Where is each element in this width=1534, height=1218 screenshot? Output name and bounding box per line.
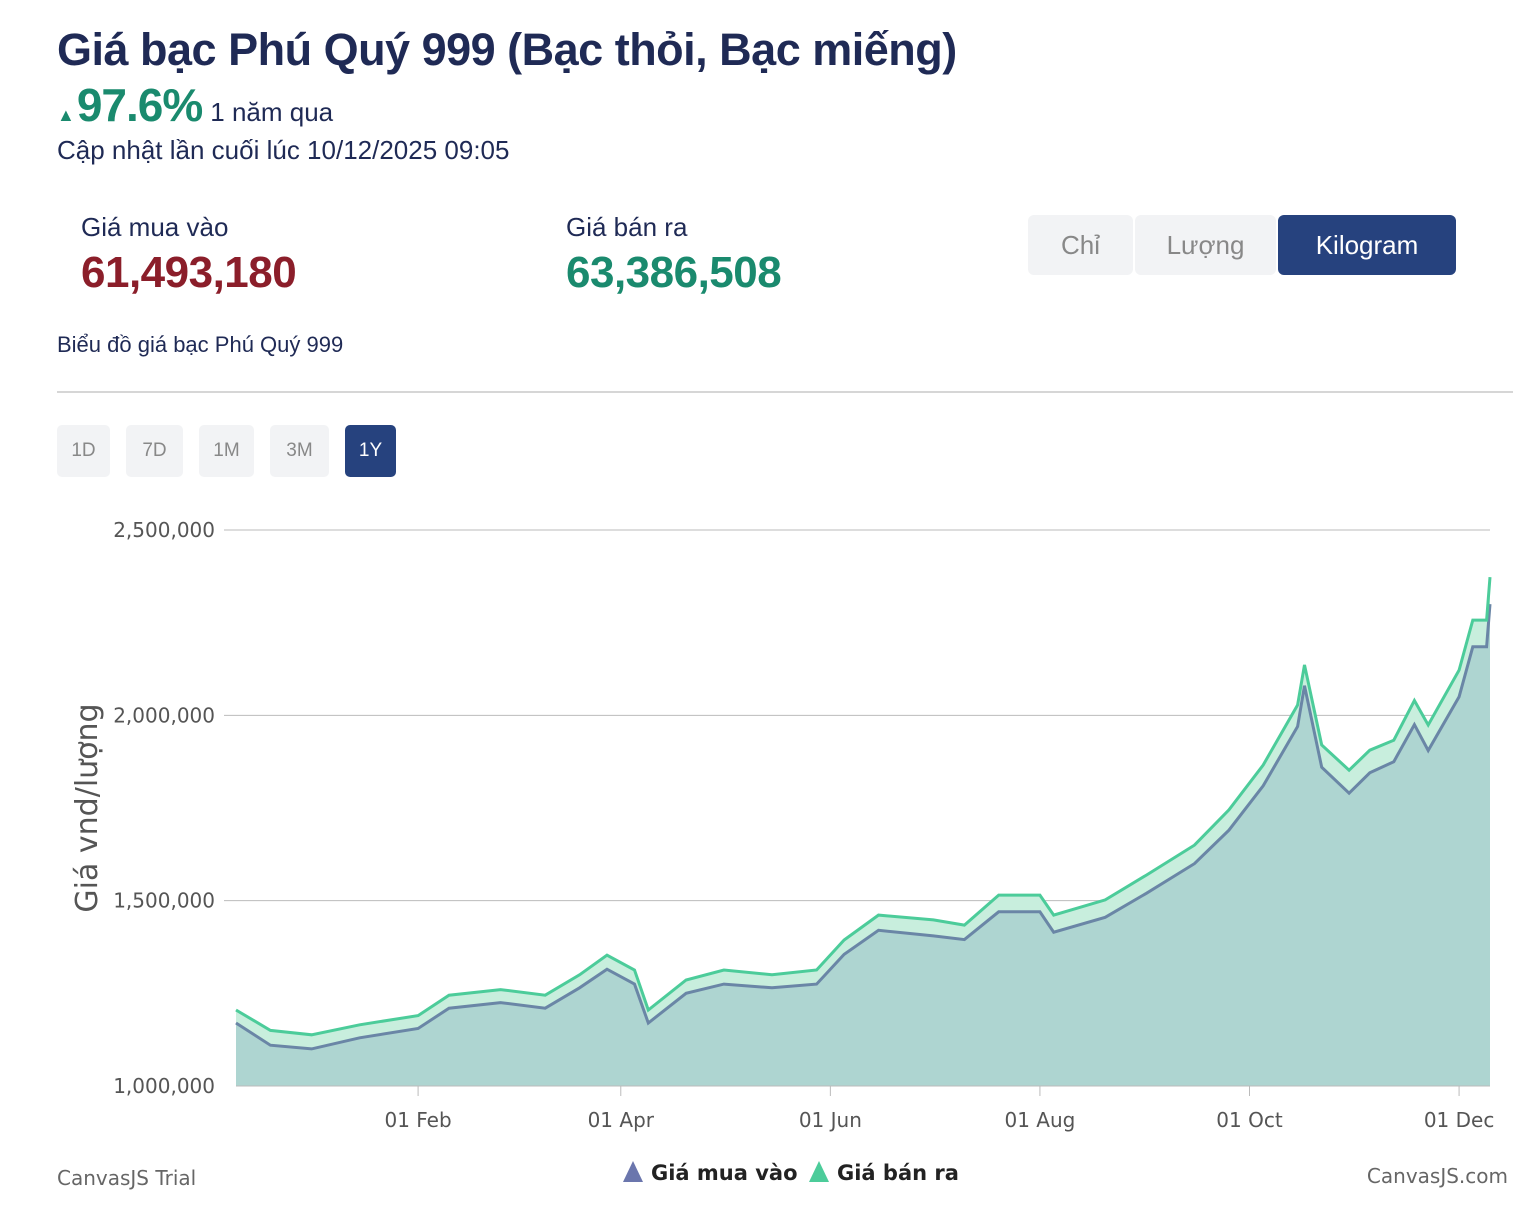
range-1d-button[interactable]: 1D: [57, 425, 110, 477]
change-period: 1 năm qua: [210, 97, 334, 127]
unit-luong-button[interactable]: Lượng: [1135, 215, 1276, 275]
x-tick-label: 01 Jun: [799, 1108, 862, 1132]
sell-label: Giá bán ra: [566, 212, 688, 242]
last-updated: Cập nhật lần cuối lúc 10/12/2025 09:05: [57, 135, 510, 165]
change-percent: 97.6%: [76, 79, 203, 131]
buy-value: 61,493,180: [81, 248, 297, 297]
y-tick-label: 1,000,000: [113, 1074, 215, 1098]
x-tick-label: 01 Oct: [1216, 1108, 1283, 1132]
range-7d-button[interactable]: 7D: [126, 425, 183, 477]
y-tick-label: 1,500,000: [113, 889, 215, 913]
legend-sell-icon: [809, 1161, 829, 1182]
page-title: Giá bạc Phú Quý 999 (Bạc thỏi, Bạc miếng…: [57, 24, 957, 75]
range-1y-button[interactable]: 1Y: [345, 425, 396, 477]
chart-subtitle: Biểu đồ giá bạc Phú Quý 999: [57, 332, 344, 357]
x-tick-label: 01 Feb: [384, 1108, 451, 1132]
x-tick-label: 01 Aug: [1005, 1108, 1076, 1132]
change-indicator: ▲ 97.6% 1 năm qua: [57, 78, 333, 132]
divider: [57, 391, 1513, 393]
unit-chi-button[interactable]: Chỉ: [1028, 215, 1133, 275]
y-axis-title: Giá vnd/lượng: [70, 703, 105, 912]
range-1m-button[interactable]: 1M: [199, 425, 254, 477]
canvasjs-link[interactable]: CanvasJS.com: [1367, 1164, 1508, 1188]
sell-line: [235, 576, 1492, 1037]
range-3m-button[interactable]: 3M: [270, 425, 329, 477]
buy-line: [235, 603, 1492, 1051]
legend-buy-icon: [623, 1161, 643, 1182]
buy-area: [236, 604, 1490, 1086]
y-tick-label: 2,000,000: [113, 703, 215, 727]
x-tick-label: 01 Dec: [1424, 1108, 1495, 1132]
buy-label: Giá mua vào: [81, 212, 229, 242]
legend-buy-label[interactable]: Giá mua vào: [651, 1161, 798, 1185]
up-arrow-icon: ▲: [57, 105, 75, 125]
canvasjs-trial-label: CanvasJS Trial: [57, 1166, 196, 1190]
x-tick-label: 01 Apr: [588, 1108, 655, 1132]
y-tick-label: 2,500,000: [113, 518, 215, 542]
legend-sell-label[interactable]: Giá bán ra: [837, 1161, 959, 1185]
sell-value: 63,386,508: [566, 248, 782, 297]
unit-kilogram-button[interactable]: Kilogram: [1278, 215, 1456, 275]
